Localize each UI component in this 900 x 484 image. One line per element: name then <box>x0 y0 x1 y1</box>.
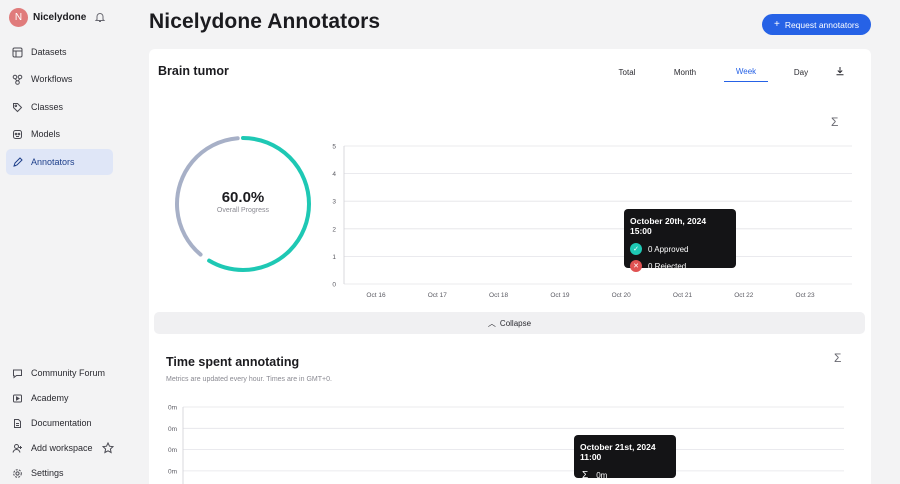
sidebar-item-add-workspace[interactable]: Add workspace <box>6 435 116 461</box>
star-icon[interactable] <box>101 442 114 454</box>
sidebar-item-label: Settings <box>31 468 64 478</box>
sigma-icon[interactable]: Σ <box>831 115 839 129</box>
y-tick-label: 3 <box>332 199 336 206</box>
annotator-stats-card: Brain tumor Total Month Week Day Σ 60.0%… <box>149 49 871 484</box>
pen-icon <box>13 156 23 167</box>
tab-day[interactable]: Day <box>793 67 809 77</box>
time-spent-title: Time spent annotating <box>166 355 300 369</box>
workflows-icon <box>12 74 23 85</box>
sidebar-item-label: Classes <box>31 102 64 112</box>
tooltip-approved-row: ✓ 0 Approved <box>630 243 730 255</box>
sigma-icon[interactable]: Σ <box>834 351 842 365</box>
y-tick-label: 0m <box>168 468 177 475</box>
progress-label: 60.0% Overall Progress <box>201 189 285 214</box>
document-icon <box>14 418 21 428</box>
tag-icon <box>13 102 23 112</box>
sidebar-item-label: Annotators <box>31 157 75 167</box>
datasets-icon <box>12 47 23 57</box>
sidebar-item-datasets[interactable]: Datasets <box>6 39 113 65</box>
progress-ring-track <box>175 136 311 272</box>
approvals-chart: 0 1 2 3 4 5 Oct 16 Oct 17 Oct 18 Oct 19 Oct 20 Oct … <box>332 144 852 299</box>
sidebar-item-classes[interactable]: Classes <box>6 94 113 120</box>
x-tick-label: Oct 23 <box>796 292 816 299</box>
tab-total[interactable]: Total <box>618 67 636 77</box>
sidebar-item-label: Documentation <box>31 418 92 428</box>
tooltip-rejected: 0 Rejected <box>648 261 687 271</box>
bell-icon[interactable] <box>94 11 106 23</box>
progress-value: 60.0% <box>221 189 265 206</box>
x-tick-label: Oct 21 <box>673 292 693 299</box>
sidebar-item-academy[interactable]: Academy <box>6 385 113 411</box>
sidebar-item-workflows[interactable]: Workflows <box>6 66 113 92</box>
sidebar-item-label: Community Forum <box>31 368 106 378</box>
tooltip-title: October 21st, 2024 11:00 <box>580 442 656 462</box>
x-tick-label: Oct 18 <box>489 292 509 299</box>
sidebar-item-label: Workflows <box>31 74 73 84</box>
sidebar-item-annotators[interactable]: Annotators <box>6 149 113 175</box>
workspace-switcher[interactable]: N Nicelydone <box>9 8 86 27</box>
tooltip-rejected-row: ✕ 0 Rejected <box>630 260 730 272</box>
x-tick-label: Oct 17 <box>428 292 448 299</box>
sidebar-item-community-forum[interactable]: Community Forum <box>6 360 113 386</box>
sidebar-item-documentation[interactable]: Documentation <box>6 410 113 436</box>
check-icon: ✓ <box>630 243 642 255</box>
sidebar: N Nicelydone Datasets Workflows Classes … <box>0 0 121 484</box>
approvals-tooltip: October 20th, 2024 15:00 ✓ 0 Approved ✕ … <box>624 209 736 272</box>
request-annotators-button[interactable]: + Request annotators <box>762 14 871 35</box>
sidebar-item-label: Academy <box>31 393 69 403</box>
avatar: N <box>9 8 28 27</box>
x-tick-label: Oct 20 <box>612 292 632 299</box>
gear-icon <box>13 468 22 478</box>
sidebar-item-label: Datasets <box>31 47 67 57</box>
plus-icon: + <box>773 19 780 30</box>
x-tick-label: Oct 22 <box>734 292 754 299</box>
tab-week[interactable]: Week <box>724 62 768 82</box>
sidebar-item-label: Models <box>31 129 61 139</box>
tab-month[interactable]: Month <box>673 67 697 77</box>
models-icon <box>13 129 22 139</box>
tooltip-time: 0m <box>596 471 608 480</box>
chat-icon <box>13 369 22 379</box>
add-user-icon <box>12 443 22 453</box>
tooltip-title: October 20th, 2024 15:00 <box>630 216 707 236</box>
download-icon[interactable] <box>835 66 845 76</box>
dataset-title: Brain tumor <box>158 64 229 78</box>
collapse-label: Collapse <box>499 318 532 328</box>
page-title: Nicelydone Annotators <box>149 10 381 33</box>
x-tick-label: Oct 19 <box>550 292 570 299</box>
sidebar-item-label: Add workspace <box>31 443 93 453</box>
request-annotators-label: Request annotators <box>784 19 860 30</box>
chevron-up-icon: ︿ <box>487 318 496 328</box>
progress-ring <box>175 136 311 272</box>
collapse-button[interactable]: ︿ Collapse <box>154 312 865 334</box>
time-spent-chart: 0m 0m 0m 0m <box>168 405 844 484</box>
sidebar-item-settings[interactable]: Settings <box>6 460 113 484</box>
tooltip-time-row: Σ 0m <box>580 470 670 481</box>
y-tick-label: 1 <box>332 254 336 261</box>
time-tooltip: October 21st, 2024 11:00 Σ 0m <box>574 435 676 481</box>
x-icon: ✕ <box>630 260 642 272</box>
progress-ring-fill <box>175 136 311 272</box>
y-tick-label: 0 <box>332 282 336 289</box>
y-tick-label: 4 <box>332 171 336 178</box>
y-tick-label: 0m <box>168 447 177 454</box>
y-tick-label: 2 <box>332 226 336 233</box>
y-tick-label: 5 <box>332 144 336 151</box>
y-tick-label: 0m <box>168 426 177 433</box>
time-spent-subtitle: Metrics are updated every hour. Times ar… <box>166 376 332 383</box>
sigma-icon: Σ <box>582 470 589 481</box>
play-icon <box>13 394 22 402</box>
tooltip-approved: 0 Approved <box>648 244 689 254</box>
sidebar-item-models[interactable]: Models <box>6 121 113 147</box>
y-tick-label: 0m <box>168 405 177 412</box>
workspace-name: Nicelydone <box>33 12 87 23</box>
x-tick-label: Oct 16 <box>366 292 386 299</box>
progress-caption: Overall Progress <box>216 207 270 214</box>
